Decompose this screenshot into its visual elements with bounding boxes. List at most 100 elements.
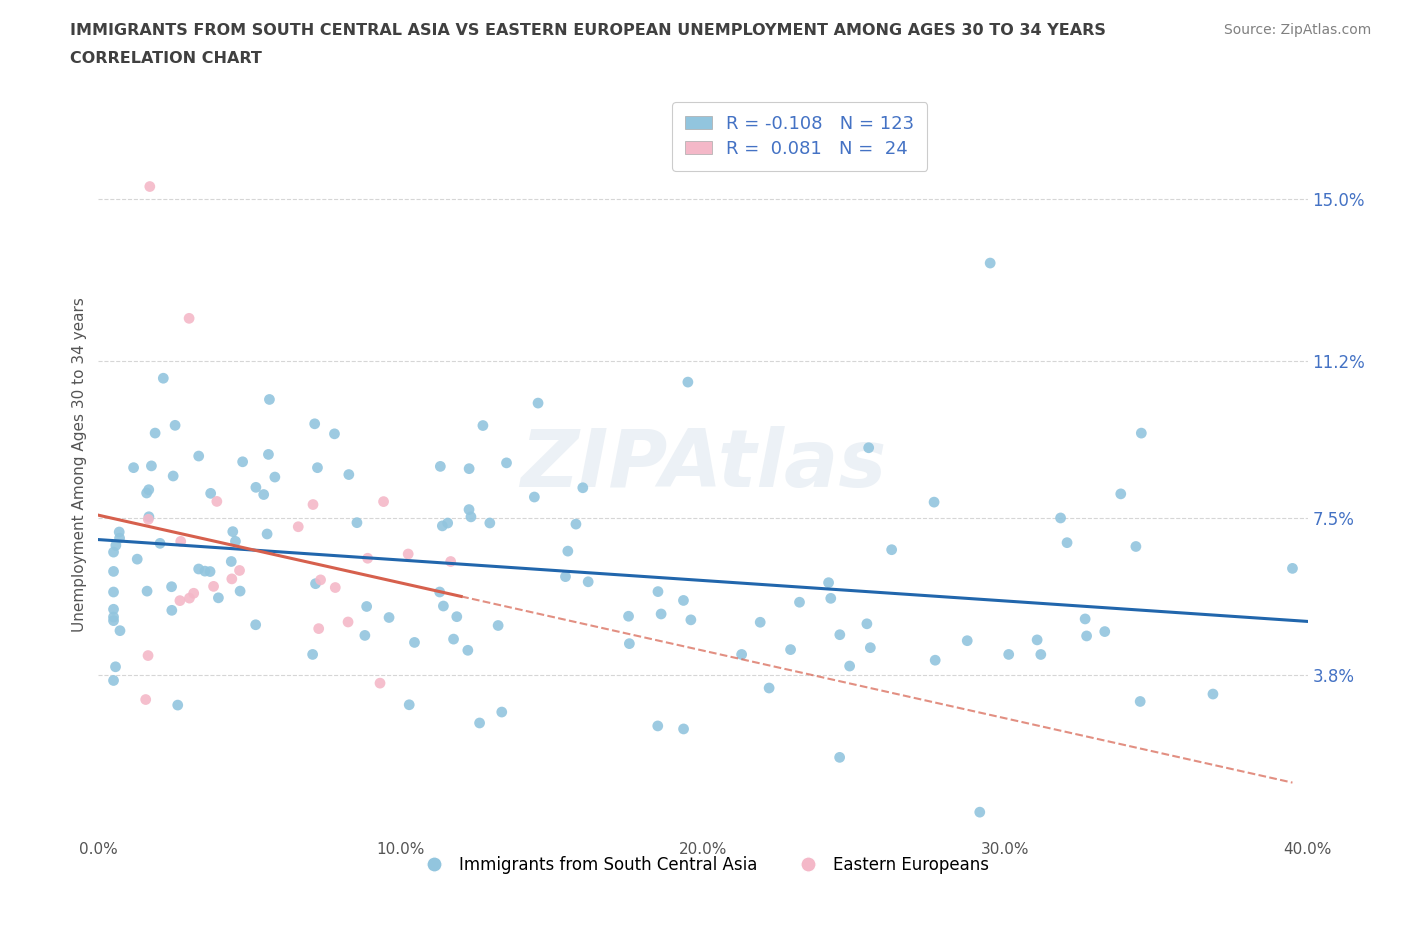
Point	[245, 618, 267, 632]
Point	[103, 564, 125, 578]
Point	[104, 659, 127, 674]
Point	[997, 647, 1019, 662]
Point	[257, 447, 280, 462]
Point	[308, 621, 330, 636]
Point	[323, 426, 346, 441]
Point	[108, 623, 131, 638]
Point	[565, 517, 588, 532]
Point	[224, 534, 246, 549]
Point	[1109, 486, 1132, 501]
Point	[229, 584, 252, 599]
Point	[304, 417, 326, 432]
Point	[103, 585, 125, 600]
Point	[679, 613, 702, 628]
Point	[253, 487, 276, 502]
Point	[337, 467, 360, 482]
Point	[458, 502, 481, 517]
Point	[458, 461, 481, 476]
Point	[232, 455, 254, 470]
Point	[554, 569, 576, 584]
Point	[222, 525, 245, 539]
Point	[619, 636, 641, 651]
Point	[194, 564, 217, 578]
Point	[368, 676, 391, 691]
Point	[1026, 632, 1049, 647]
Point	[460, 510, 482, 525]
Point	[138, 510, 160, 525]
Point	[346, 515, 368, 530]
Point	[149, 536, 172, 551]
Point	[880, 542, 903, 557]
Point	[256, 526, 278, 541]
Point	[373, 494, 395, 509]
Text: IMMIGRANTS FROM SOUTH CENTRAL ASIA VS EASTERN EUROPEAN UNEMPLOYMENT AMONG AGES 3: IMMIGRANTS FROM SOUTH CENTRAL ASIA VS EA…	[70, 23, 1107, 38]
Point	[354, 628, 377, 643]
Point	[103, 613, 125, 628]
Point	[572, 480, 595, 495]
Point	[486, 618, 509, 633]
Point	[820, 591, 842, 605]
Point	[207, 591, 229, 605]
Point	[179, 591, 201, 605]
Point	[103, 673, 125, 688]
Text: Source: ZipAtlas.com: Source: ZipAtlas.com	[1223, 23, 1371, 37]
Point	[169, 593, 191, 608]
Point	[828, 627, 851, 642]
Point	[471, 418, 494, 433]
Point	[446, 609, 468, 624]
Point	[263, 470, 285, 485]
Point	[557, 544, 579, 559]
Point	[309, 573, 332, 588]
Point	[523, 489, 546, 504]
Point	[103, 609, 125, 624]
Point	[457, 643, 479, 658]
Point	[202, 579, 225, 594]
Point	[617, 609, 640, 624]
Point	[198, 565, 221, 579]
Point	[245, 480, 267, 495]
Point	[398, 698, 420, 712]
Point	[160, 579, 183, 594]
Point	[1049, 511, 1071, 525]
Point	[1074, 612, 1097, 627]
Point	[956, 633, 979, 648]
Point	[356, 599, 378, 614]
Text: CORRELATION CHART: CORRELATION CHART	[70, 51, 262, 66]
Point	[221, 571, 243, 586]
Point	[647, 584, 669, 599]
Point	[1094, 624, 1116, 639]
Point	[672, 722, 695, 737]
Point	[166, 698, 188, 712]
Point	[856, 617, 879, 631]
Point	[429, 458, 451, 473]
Point	[527, 395, 550, 410]
Point	[205, 494, 228, 509]
Point	[302, 498, 325, 512]
Point	[136, 584, 159, 599]
Point	[817, 576, 839, 591]
Point	[108, 525, 131, 539]
Point	[301, 647, 323, 662]
Point	[922, 495, 945, 510]
Point	[152, 371, 174, 386]
Point	[141, 458, 163, 473]
Point	[108, 531, 131, 546]
Point	[323, 580, 346, 595]
Point	[404, 635, 426, 650]
Point	[136, 648, 159, 663]
Point	[1125, 539, 1147, 554]
Point	[1029, 647, 1052, 662]
Point	[228, 563, 250, 578]
Point	[1076, 629, 1098, 644]
Point	[135, 692, 157, 707]
Point	[103, 545, 125, 560]
Point	[337, 615, 360, 630]
Text: ZIPAtlas: ZIPAtlas	[520, 426, 886, 504]
Point	[1281, 561, 1303, 576]
Point	[200, 485, 222, 500]
Point	[838, 658, 860, 673]
Point	[104, 538, 127, 552]
Point	[304, 577, 326, 591]
Point	[219, 554, 242, 569]
Point	[1130, 426, 1153, 441]
